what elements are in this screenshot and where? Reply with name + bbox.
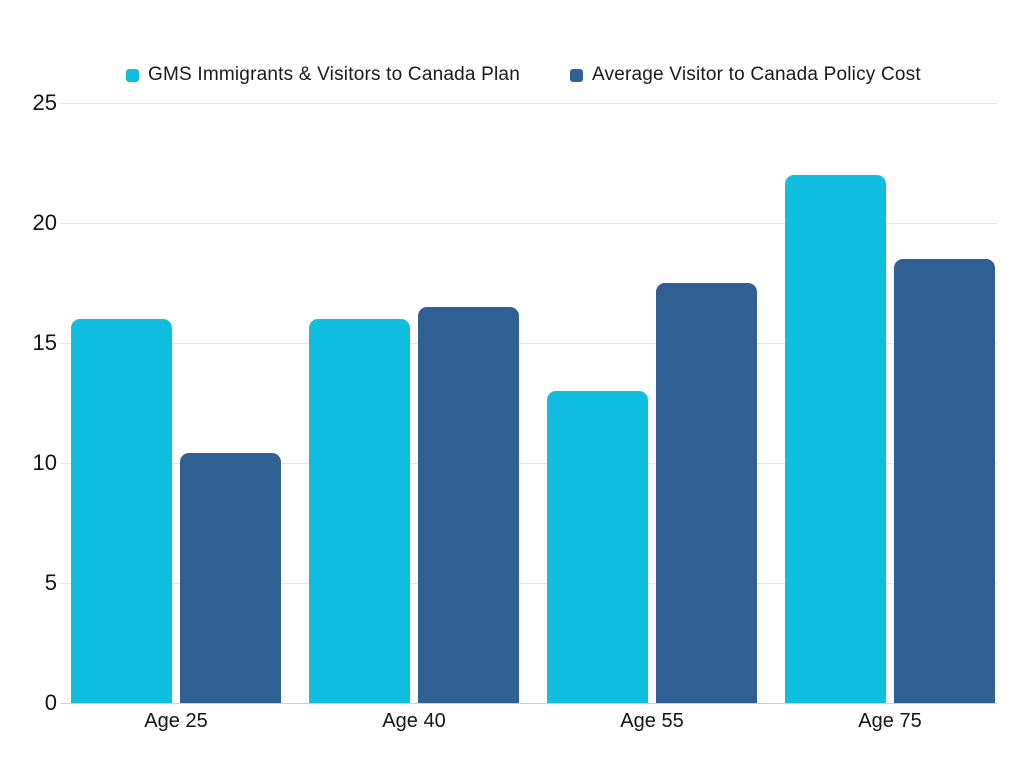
gridline-20 <box>60 223 997 224</box>
y-tick-label-15: 15 <box>32 330 57 355</box>
y-tick-label-20: 20 <box>32 210 57 235</box>
legend-label-average-policy-cost: Average Visitor to Canada Policy Cost <box>592 64 921 85</box>
x-axis-label-age-55: Age 55 <box>620 710 684 732</box>
bar-age-40-series-0 <box>309 319 410 703</box>
gridline-10 <box>60 463 997 464</box>
gridline-5 <box>60 583 997 584</box>
legend: GMS Immigrants & Visitors to Canada Plan… <box>0 62 1024 90</box>
y-tick-label-25: 25 <box>32 90 57 115</box>
x-axis-label-age-75: Age 75 <box>858 710 922 732</box>
gridline-15 <box>60 343 997 344</box>
legend-item-gms-plan: GMS Immigrants & Visitors to Canada Plan <box>126 62 520 88</box>
bar-age-75-series-0 <box>785 175 886 703</box>
bar-age-25-series-1 <box>180 453 281 703</box>
gridline-0 <box>60 703 997 704</box>
bar-age-75-series-1 <box>894 259 995 703</box>
bar-age-55-series-0 <box>547 391 648 703</box>
bar-age-40-series-1 <box>418 307 519 703</box>
x-axis-label-age-40: Age 40 <box>382 710 446 732</box>
y-tick-label-0: 0 <box>44 690 57 715</box>
y-tick-label-10: 10 <box>32 450 57 475</box>
legend-marker-gms-plan-icon <box>126 68 139 82</box>
legend-item-average-policy-cost: Average Visitor to Canada Policy Cost <box>570 62 921 88</box>
gridline-25 <box>60 103 997 104</box>
bar-age-25-series-0 <box>71 319 172 703</box>
x-axis-label-age-25: Age 25 <box>144 710 208 732</box>
bar-age-55-series-1 <box>656 283 757 703</box>
legend-label-gms-plan: GMS Immigrants & Visitors to Canada Plan <box>148 64 520 85</box>
legend-marker-average-policy-cost-icon <box>570 68 583 82</box>
y-tick-label-5: 5 <box>44 570 57 595</box>
